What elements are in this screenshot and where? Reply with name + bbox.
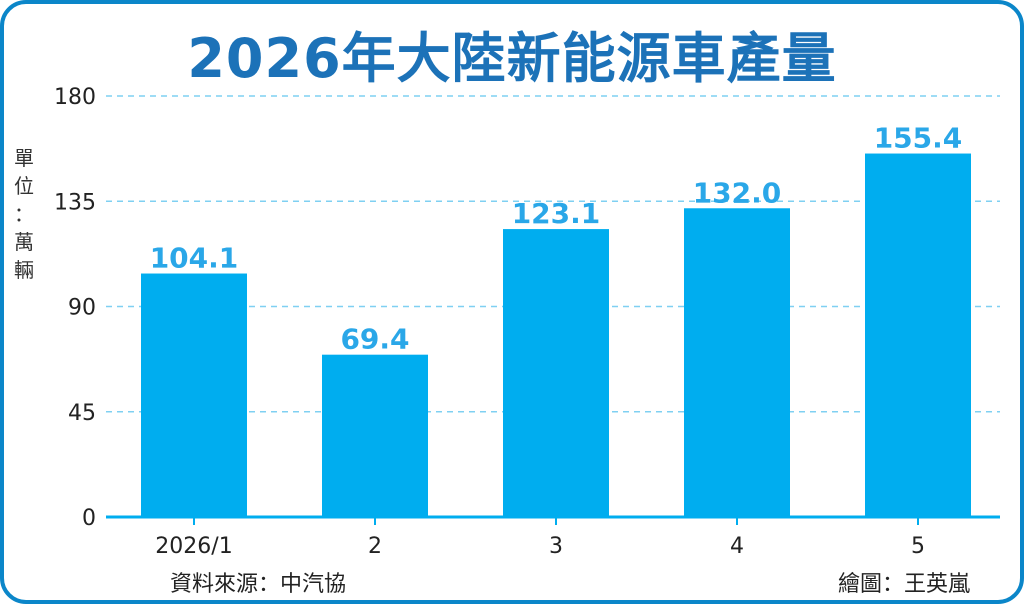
unit-char: 輛 (14, 258, 34, 282)
unit-char: 萬 (14, 230, 34, 254)
credit-note: 繪圖：王英嵐 (837, 572, 970, 597)
y-tick-label: 135 (54, 190, 96, 215)
bar (503, 229, 609, 518)
data-label: 132.0 (693, 176, 782, 209)
data-label: 69.4 (340, 323, 409, 356)
source-note: 資料來源：中汽協 (170, 572, 347, 597)
bar (322, 354, 428, 517)
x-tick-label: 5 (911, 534, 925, 559)
unit-char: ： (14, 202, 34, 226)
bar (865, 153, 971, 517)
data-label: 123.1 (512, 197, 601, 230)
bar (141, 273, 247, 517)
y-tick-label: 0 (82, 506, 96, 531)
unit-char: 單 (14, 146, 34, 170)
data-label: 155.4 (874, 122, 963, 155)
y-tick-label: 90 (68, 296, 96, 321)
x-tick-label: 2 (368, 534, 382, 559)
x-tick-label: 3 (549, 534, 563, 559)
unit-label: 單 位 ： 萬 輛 (10, 144, 38, 284)
x-tick-label: 4 (730, 534, 744, 559)
chart-title: 2026年大陸新能源車產量 (187, 27, 837, 90)
bar (684, 208, 790, 517)
unit-char: 位 (14, 174, 34, 198)
x-tick-label: 2026/1 (155, 534, 232, 559)
y-tick-label: 45 (68, 401, 96, 426)
y-tick-label: 180 (54, 85, 96, 110)
data-label: 104.1 (150, 242, 239, 275)
